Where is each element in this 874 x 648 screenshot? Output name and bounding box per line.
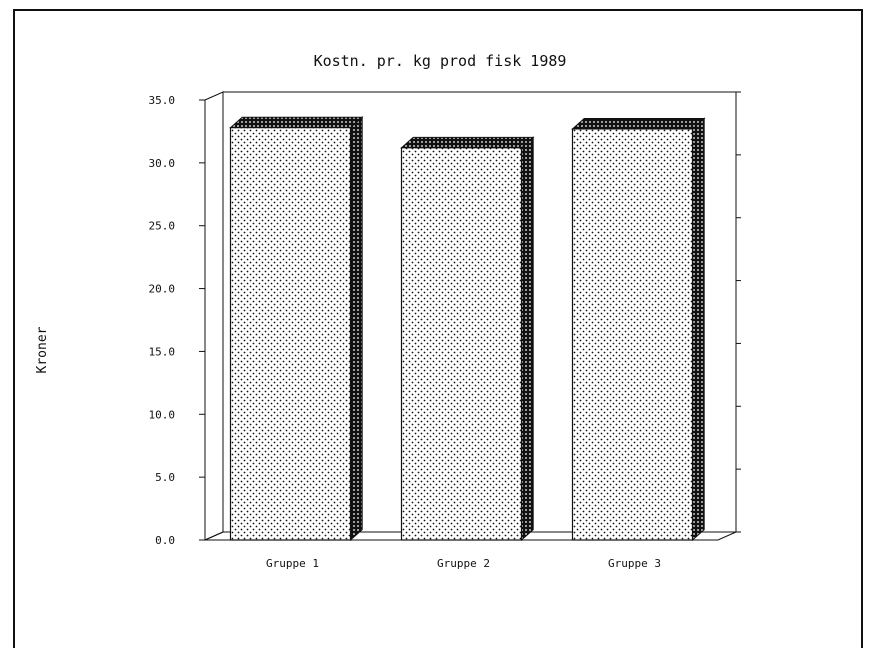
bar-side (350, 116, 363, 542)
bar (229, 127, 352, 541)
y-tick-label: 15.0 (149, 345, 176, 358)
x-tick-label: Gruppe 3 (608, 557, 661, 570)
bar-top (400, 136, 535, 149)
y-tick-label: 5.0 (155, 471, 175, 484)
bar-top (571, 118, 706, 130)
bar (400, 147, 523, 541)
y-axis-ticks: 0.0 5.0 10.0 15.0 20.0 25.0 30.0 35.0 (149, 91, 741, 547)
chart-axes (204, 91, 737, 541)
x-axis-labels: Gruppe 1 Gruppe 2 Gruppe 3 (266, 557, 661, 570)
y-tick-label: 0.0 (155, 534, 175, 547)
y-tick-label: 10.0 (149, 408, 176, 421)
page-frame (13, 9, 863, 648)
y-tick-label: 20.0 (149, 283, 176, 296)
bar-side (692, 117, 705, 542)
y-tick-label: 25.0 (149, 220, 176, 233)
y-tick-label: 30.0 (149, 157, 176, 170)
bar-side (521, 136, 534, 542)
bar-top (229, 116, 364, 129)
chart-title: Kostn. pr. kg prod fisk 1989 (314, 52, 567, 70)
x-tick-label: Gruppe 1 (266, 557, 319, 570)
left-wall (204, 91, 224, 541)
bar-group (229, 116, 706, 542)
y-axis-label: Kroner (35, 326, 50, 373)
x-tick-label: Gruppe 2 (437, 557, 490, 570)
bar (571, 128, 694, 541)
y-tick-label: 35.0 (149, 94, 176, 107)
